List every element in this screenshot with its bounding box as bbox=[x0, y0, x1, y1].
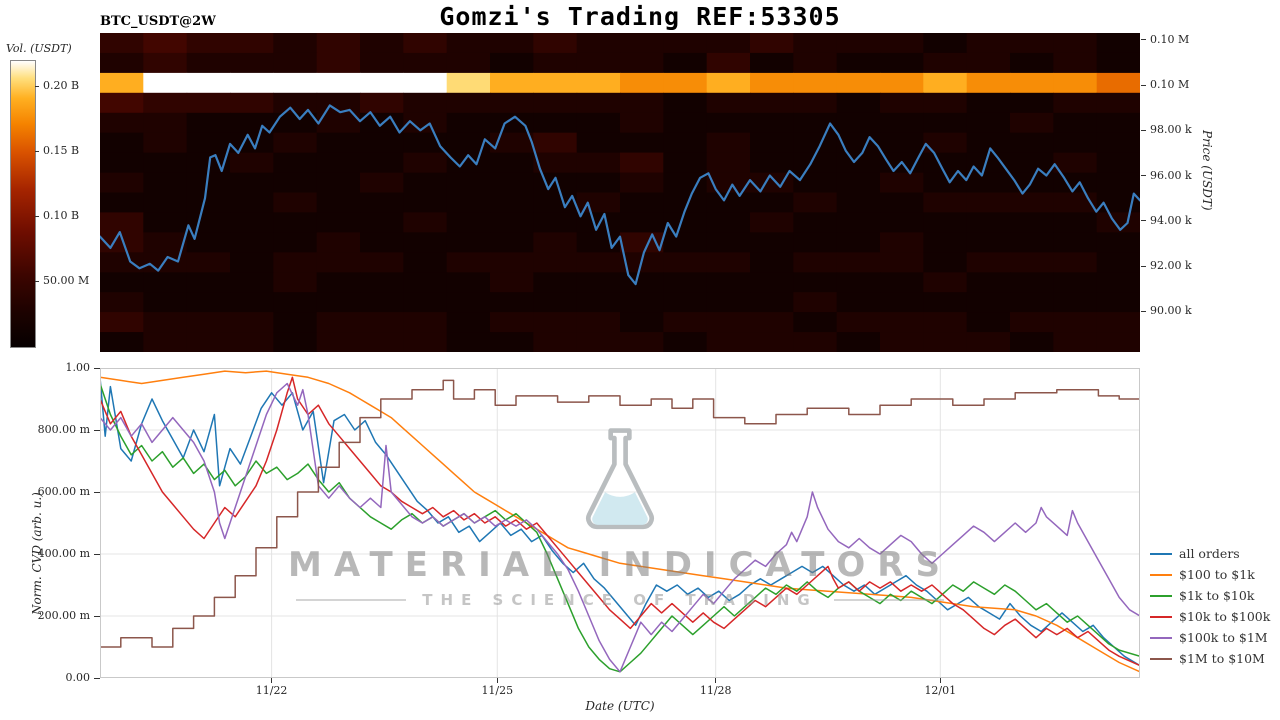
price-tick-mark bbox=[1141, 129, 1146, 131]
colorbar-label: Vol. (USDT) bbox=[6, 42, 72, 55]
cvd-ytick-label: 1.00 bbox=[65, 361, 91, 374]
colorbar-tick-mark bbox=[35, 215, 39, 217]
price-tick-label: 94.00 k bbox=[1150, 213, 1192, 227]
legend-item: $10k to $100k bbox=[1150, 609, 1270, 624]
price-tick-mark bbox=[1141, 310, 1146, 312]
legend-swatch bbox=[1150, 657, 1172, 660]
cvd-xtick-mark bbox=[271, 678, 273, 683]
price-tick-mark bbox=[1141, 39, 1146, 41]
cvd-xtick-label: 11/25 bbox=[481, 684, 514, 697]
legend-label: $100 to $1k bbox=[1179, 567, 1255, 582]
legend-swatch bbox=[1150, 573, 1172, 576]
price-axis-label: Price (USDT) bbox=[1200, 130, 1214, 211]
price-tick-label: 0.10 M bbox=[1150, 32, 1190, 46]
legend-swatch bbox=[1150, 636, 1172, 639]
price-tick-label: 96.00 k bbox=[1150, 168, 1192, 182]
price-tick-label: 90.00 k bbox=[1150, 304, 1192, 318]
price-tick-mark bbox=[1141, 175, 1146, 176]
cvd-xtick-mark bbox=[715, 678, 717, 683]
legend-label: $100k to $1M bbox=[1179, 630, 1268, 645]
colorbar-tick-label: 50.00 M bbox=[43, 274, 90, 287]
cvd-xtick-label: 11/28 bbox=[699, 684, 732, 697]
legend-item: $100 to $1k bbox=[1150, 567, 1270, 582]
legend: all orders $100 to $1k $1k to $10k $10k to … bbox=[1150, 546, 1270, 666]
price-tick-label: 92.00 k bbox=[1150, 259, 1192, 272]
colorbar-tick-mark bbox=[35, 150, 39, 152]
colorbar-tick-label: 0.15 B bbox=[43, 144, 80, 157]
legend-label: $1M to $10M bbox=[1179, 651, 1265, 666]
colorbar-tick-mark bbox=[35, 280, 39, 282]
cvd-xtick-mark bbox=[939, 678, 941, 683]
legend-label: $1k to $10k bbox=[1179, 588, 1255, 603]
date-axis-label: Date (UTC) bbox=[585, 699, 655, 713]
cvd-chart bbox=[100, 368, 1140, 678]
symbol-label: BTC_USDT@2W bbox=[100, 14, 216, 29]
heatmap-chart bbox=[100, 33, 1140, 352]
legend-item: $1M to $10M bbox=[1150, 651, 1270, 666]
legend-item: $1k to $10k bbox=[1150, 588, 1270, 603]
cvd-xtick-label: 12/01 bbox=[924, 684, 957, 697]
price-tick-label: 98.00 k bbox=[1150, 123, 1192, 137]
cvd-y-axis-label: Norm. CVD (arb. u.) bbox=[30, 492, 44, 615]
volume-colorbar bbox=[10, 60, 36, 348]
legend-swatch bbox=[1150, 552, 1172, 555]
price-tick-mark bbox=[1141, 265, 1146, 267]
colorbar-tick-mark bbox=[35, 85, 39, 87]
colorbar-ticks: 0.20 B 0.15 B 0.10 B 50.00 M bbox=[10, 60, 100, 346]
colorbar-tick-label: 0.10 B bbox=[43, 209, 80, 222]
page-title: Gomzi's Trading REF:53305 bbox=[439, 2, 841, 31]
legend-swatch bbox=[1150, 615, 1172, 618]
cvd-ytick-label: 0.00 bbox=[65, 671, 91, 684]
legend-swatch bbox=[1150, 594, 1172, 597]
cvd-xtick-label: 11/22 bbox=[255, 684, 288, 697]
cvd-xtick-mark bbox=[496, 678, 498, 683]
legend-label: $10k to $100k bbox=[1179, 609, 1271, 624]
cvd-panel bbox=[100, 368, 1140, 678]
price-tick-mark bbox=[1141, 84, 1146, 86]
colorbar-tick-label: 0.20 B bbox=[43, 79, 80, 92]
legend-item: all orders bbox=[1150, 546, 1270, 561]
price-tick-label: 0.10 M bbox=[1150, 78, 1190, 91]
cvd-ytick-label: 800.00 m bbox=[37, 423, 90, 436]
legend-label: all orders bbox=[1179, 546, 1240, 561]
legend-item: $100k to $1M bbox=[1150, 630, 1270, 645]
price-heatmap-panel bbox=[100, 33, 1140, 352]
price-tick-mark bbox=[1141, 220, 1146, 222]
